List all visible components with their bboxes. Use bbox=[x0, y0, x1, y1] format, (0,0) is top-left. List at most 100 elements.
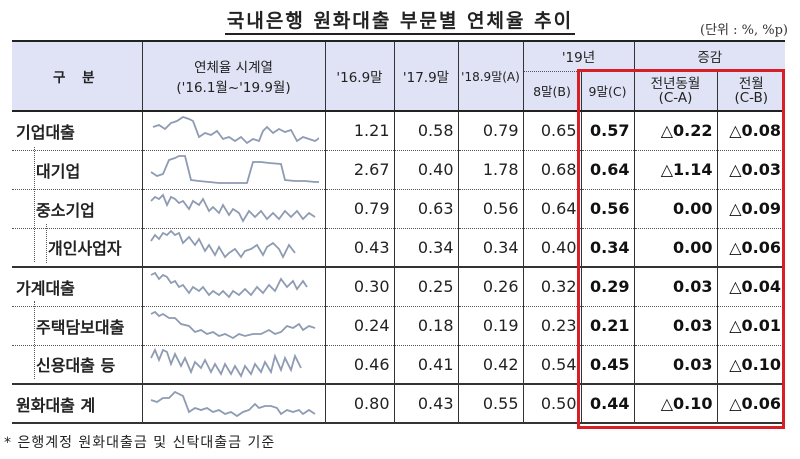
header-mom: 전월 (C-B) bbox=[716, 70, 785, 112]
header-category: 구 분 bbox=[12, 40, 143, 112]
cell-2018: 0.34 bbox=[457, 228, 524, 268]
header-series: 연체율 시계열 ('16.1월~'19.9월) bbox=[141, 40, 326, 112]
cell-aug: 0.65 bbox=[522, 111, 582, 151]
cell-2017: 0.18 bbox=[393, 306, 459, 346]
row-label: 기업대출 bbox=[12, 111, 143, 151]
row-label: 대기업 bbox=[12, 150, 143, 190]
cell-2018: 0.19 bbox=[457, 306, 524, 346]
cell-aug: 0.68 bbox=[522, 150, 582, 190]
table-row: 개인사업자 0.43 0.34 0.34 0.40 0.34 0.00 △0.0… bbox=[12, 228, 785, 268]
sparkline bbox=[141, 111, 326, 151]
sparkline-chart bbox=[150, 271, 308, 299]
cell-yoy: △1.14 bbox=[633, 150, 718, 190]
cell-mom: △0.03 bbox=[716, 150, 785, 190]
cell-yoy: 0.03 bbox=[633, 345, 718, 385]
header-sep: 9말(C) bbox=[580, 70, 635, 112]
cell-sep: 0.44 bbox=[580, 384, 635, 424]
cell-aug: 0.32 bbox=[522, 267, 582, 307]
cell-aug: 0.54 bbox=[522, 345, 582, 385]
table-row: 대기업 2.67 0.40 1.78 0.68 0.64 △1.14 △0.03 bbox=[12, 150, 785, 190]
cell-2016: 0.24 bbox=[324, 306, 395, 346]
cell-2017: 0.40 bbox=[393, 150, 459, 190]
sparkline bbox=[141, 306, 326, 346]
cell-2017: 0.41 bbox=[393, 345, 459, 385]
table-row: 신용대출 등 0.46 0.41 0.42 0.54 0.45 0.03 △0.… bbox=[12, 345, 785, 385]
cell-2016: 2.67 bbox=[324, 150, 395, 190]
cell-2017: 0.63 bbox=[393, 189, 459, 229]
sparkline-chart bbox=[149, 229, 296, 260]
cell-mom: △0.06 bbox=[716, 228, 785, 268]
table-row: 중소기업 0.79 0.63 0.56 0.64 0.56 0.00 △0.09 bbox=[12, 189, 785, 229]
sparkline-chart bbox=[150, 154, 319, 184]
cell-aug: 0.40 bbox=[522, 228, 582, 268]
row-label: 원화대출 계 bbox=[12, 384, 143, 424]
cell-sep: 0.45 bbox=[580, 345, 635, 385]
cell-2018: 0.42 bbox=[457, 345, 524, 385]
header-2019: '19년 bbox=[522, 40, 635, 71]
cell-aug: 0.50 bbox=[522, 384, 582, 424]
header-change: 증감 bbox=[633, 40, 785, 71]
cell-2018: 0.79 bbox=[457, 111, 524, 151]
cell-2016: 1.21 bbox=[324, 111, 395, 151]
sparkline-chart bbox=[150, 310, 315, 339]
table-row: 원화대출 계 0.80 0.43 0.55 0.50 0.44 △0.10 △0… bbox=[12, 384, 785, 424]
cell-sep: 0.57 bbox=[580, 111, 635, 151]
cell-2017: 0.25 bbox=[393, 267, 459, 307]
cell-mom: △0.01 bbox=[716, 306, 785, 346]
row-label: 개인사업자 bbox=[12, 228, 143, 268]
row-label: 신용대출 등 bbox=[12, 345, 143, 385]
table-row: 주택담보대출 0.24 0.18 0.19 0.23 0.21 0.03 △0.… bbox=[12, 306, 785, 346]
cell-mom: △0.08 bbox=[716, 111, 785, 151]
cell-2018: 0.55 bbox=[457, 384, 524, 424]
cell-sep: 0.21 bbox=[580, 306, 635, 346]
cell-sep: 0.64 bbox=[580, 150, 635, 190]
delinquency-table: 구 분 연체율 시계열 ('16.1월~'19.9월) '16.9말 '17.9… bbox=[12, 40, 785, 424]
cell-2016: 0.43 bbox=[324, 228, 395, 268]
header-aug: 8말(B) bbox=[522, 70, 582, 112]
cell-yoy: 0.03 bbox=[633, 267, 718, 307]
table-row: 기업대출 1.21 0.58 0.79 0.65 0.57 △0.22 △0.0… bbox=[12, 111, 785, 151]
row-label: 주택담보대출 bbox=[12, 306, 143, 346]
cell-yoy: 0.00 bbox=[633, 189, 718, 229]
sparkline bbox=[141, 150, 326, 190]
cell-2017: 0.58 bbox=[393, 111, 459, 151]
sparkline bbox=[141, 189, 326, 229]
sparkline bbox=[141, 228, 326, 268]
sparkline bbox=[141, 384, 326, 424]
unit-note: (단위 : %, %p) bbox=[700, 23, 788, 38]
row-label: 가계대출 bbox=[12, 267, 143, 307]
header-yoy: 전년동월 (C-A) bbox=[633, 70, 718, 112]
sparkline-chart bbox=[149, 348, 302, 379]
header-2017: '17.9말 bbox=[393, 40, 459, 112]
cell-mom: △0.10 bbox=[716, 345, 785, 385]
cell-yoy: 0.00 bbox=[633, 228, 718, 268]
cell-yoy: △0.10 bbox=[633, 384, 718, 424]
cell-2017: 0.34 bbox=[393, 228, 459, 268]
cell-2016: 0.79 bbox=[324, 189, 395, 229]
cell-2018: 0.56 bbox=[457, 189, 524, 229]
sparkline-chart bbox=[149, 192, 315, 223]
cell-2018: 0.26 bbox=[457, 267, 524, 307]
cell-2016: 0.46 bbox=[324, 345, 395, 385]
cell-sep: 0.29 bbox=[580, 267, 635, 307]
cell-2016: 0.30 bbox=[324, 267, 395, 307]
cell-aug: 0.64 bbox=[522, 189, 582, 229]
cell-2018: 1.78 bbox=[457, 150, 524, 190]
row-label: 중소기업 bbox=[12, 189, 143, 229]
cell-mom: △0.09 bbox=[716, 189, 785, 229]
cell-mom: △0.04 bbox=[716, 267, 785, 307]
cell-sep: 0.34 bbox=[580, 228, 635, 268]
table-row: 가계대출 0.30 0.25 0.26 0.32 0.29 0.03 △0.04 bbox=[12, 267, 785, 307]
cell-aug: 0.23 bbox=[522, 306, 582, 346]
cell-2017: 0.43 bbox=[393, 384, 459, 424]
cell-yoy: 0.03 bbox=[633, 306, 718, 346]
cell-yoy: △0.22 bbox=[633, 111, 718, 151]
header-2018: '18.9말(A) bbox=[457, 40, 524, 112]
cell-sep: 0.56 bbox=[580, 189, 635, 229]
sparkline bbox=[141, 267, 326, 307]
header-2016: '16.9말 bbox=[324, 40, 395, 112]
sparkline-chart bbox=[150, 390, 315, 417]
sparkline bbox=[141, 345, 326, 385]
footnote: * 은행계정 원화대출금 및 신탁대출금 기준 bbox=[4, 435, 276, 451]
sparkline-chart bbox=[152, 115, 319, 144]
